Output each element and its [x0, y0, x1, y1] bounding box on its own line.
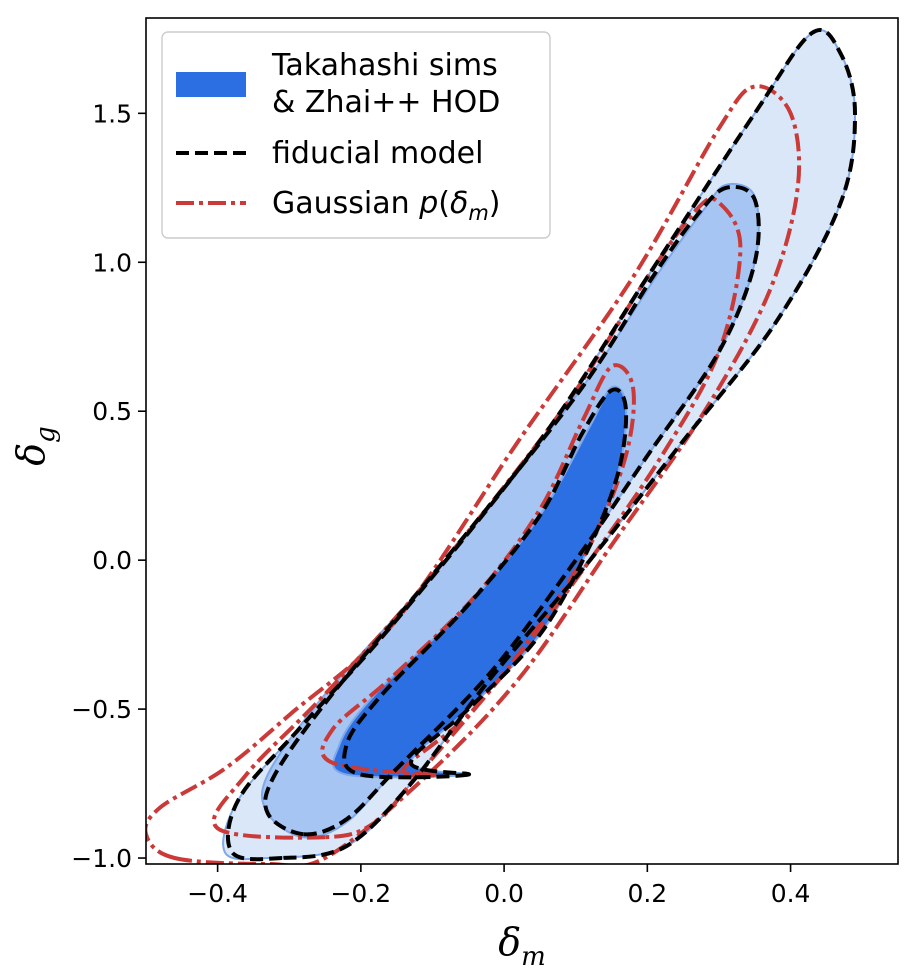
- y-axis-title: δg: [9, 426, 61, 466]
- y-tick-label: −1.0: [71, 844, 132, 873]
- y-tick-label: −0.5: [71, 695, 132, 724]
- fiducial-contour-middle: [263, 184, 761, 837]
- legend-label-gaussian: Gaussian p(δm): [272, 186, 501, 225]
- plot-frame: [145, 17, 899, 865]
- legend-label-fiducial: fiducial model: [272, 136, 483, 171]
- gaussian-contour-outer: [146, 84, 802, 864]
- x-tick-label: 0.0: [484, 879, 524, 908]
- x-tick-label: −0.2: [330, 879, 391, 908]
- y-axis-ticks: −1.0 −0.5 0.0 0.5 1.0 1.5: [71, 99, 146, 873]
- x-tick-label: −0.4: [187, 879, 248, 908]
- fiducial-contour-outer: [225, 28, 857, 862]
- y-tick-label: 0.5: [92, 397, 132, 426]
- legend-label-sims-line1: Takahashi sims: [271, 48, 498, 83]
- fiducial-contour-inner: [342, 387, 629, 780]
- legend-box: [161, 31, 551, 239]
- legend-swatch-filled: [176, 72, 246, 97]
- x-axis-ticks: −0.4 −0.2 0.0 0.2 0.4: [187, 864, 810, 908]
- x-tick-label: 0.4: [771, 879, 811, 908]
- sims-contour-inner: [332, 385, 628, 779]
- legend-label-sims-line2: & Zhai++ HOD: [272, 85, 500, 120]
- x-tick-label: 0.2: [627, 879, 667, 908]
- x-axis-title: δm: [498, 920, 546, 972]
- y-tick-label: 1.0: [92, 248, 132, 277]
- sims-contour-middle: [260, 183, 760, 839]
- legend: Takahashi sims & Zhai++ HOD fiducial mod…: [161, 31, 551, 239]
- y-tick-label: 0.0: [92, 546, 132, 575]
- contour-layer: [146, 28, 857, 864]
- y-tick-label: 1.5: [92, 99, 132, 128]
